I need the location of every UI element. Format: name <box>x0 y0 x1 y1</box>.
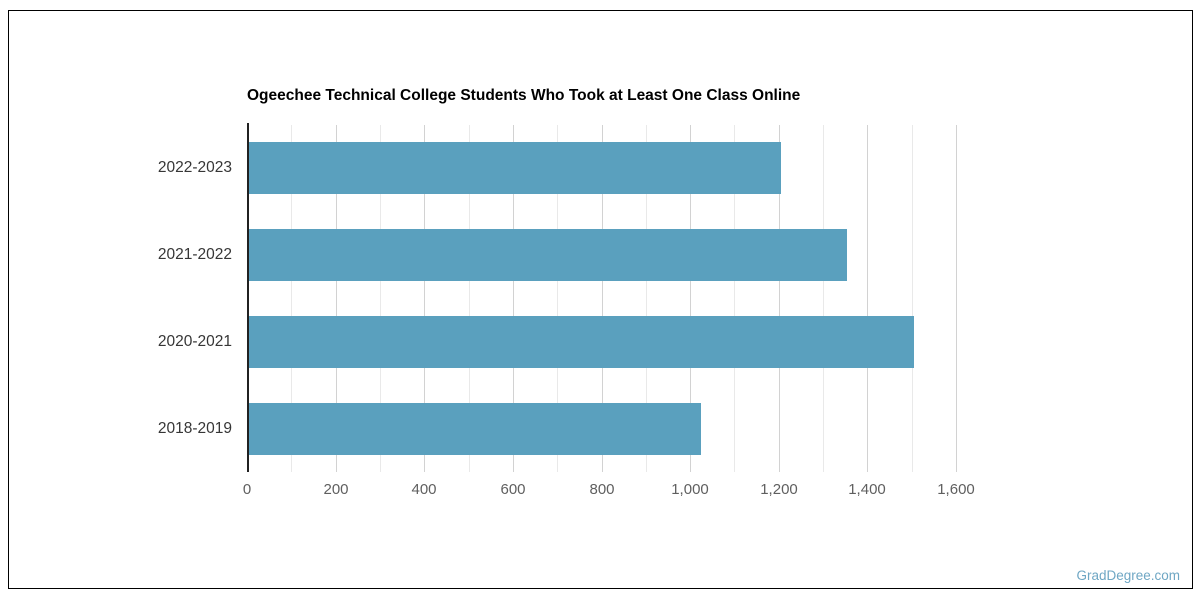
bar-2018-2019 <box>249 403 701 455</box>
x-gridline-major <box>690 125 691 472</box>
x-gridline-minor <box>380 125 381 472</box>
bar-2021-2022 <box>249 229 847 281</box>
x-axis-tick-label-800: 800 <box>589 481 615 498</box>
x-gridline-major <box>513 125 514 472</box>
x-gridline-major <box>867 125 868 472</box>
x-gridline-minor <box>646 125 647 472</box>
x-axis-tick-label-1,200: 1,200 <box>760 481 798 498</box>
plot-area <box>247 123 958 472</box>
y-axis-label-2018-2019: 2018-2019 <box>157 420 232 437</box>
x-axis-tick-label-0: 0 <box>242 481 252 498</box>
x-gridline-minor <box>469 125 470 472</box>
y-axis-label-2022-2023: 2022-2023 <box>157 159 232 176</box>
x-axis-tick-label-1,600: 1,600 <box>937 481 975 498</box>
x-gridline-major <box>336 125 337 472</box>
y-axis-label-2020-2021: 2020-2021 <box>157 333 232 350</box>
x-gridline-minor <box>557 125 558 472</box>
x-gridline-major <box>424 125 425 472</box>
x-axis-tick-label-1,000: 1,000 <box>671 481 709 498</box>
x-axis-tick-label-400: 400 <box>411 481 437 498</box>
bar-2022-2023 <box>249 142 781 194</box>
y-axis-label-2021-2022: 2021-2022 <box>157 246 232 263</box>
x-gridline-major <box>956 125 957 472</box>
x-axis-tick-label-200: 200 <box>323 481 349 498</box>
x-gridline-minor <box>734 125 735 472</box>
x-gridline-minor <box>291 125 292 472</box>
x-axis-tick-label-1,400: 1,400 <box>848 481 886 498</box>
chart-title: Ogeechee Technical College Students Who … <box>247 87 801 104</box>
x-gridline-minor <box>912 125 913 472</box>
chart-frame: Ogeechee Technical College Students Who … <box>8 10 1193 589</box>
y-axis-line <box>247 123 249 472</box>
x-gridline-minor <box>823 125 824 472</box>
x-axis-tick-label-600: 600 <box>500 481 526 498</box>
bar-2020-2021 <box>249 316 914 368</box>
x-gridline-major <box>602 125 603 472</box>
x-gridline-major <box>779 125 780 472</box>
watermark-link[interactable]: GradDegree.com <box>1076 568 1180 583</box>
